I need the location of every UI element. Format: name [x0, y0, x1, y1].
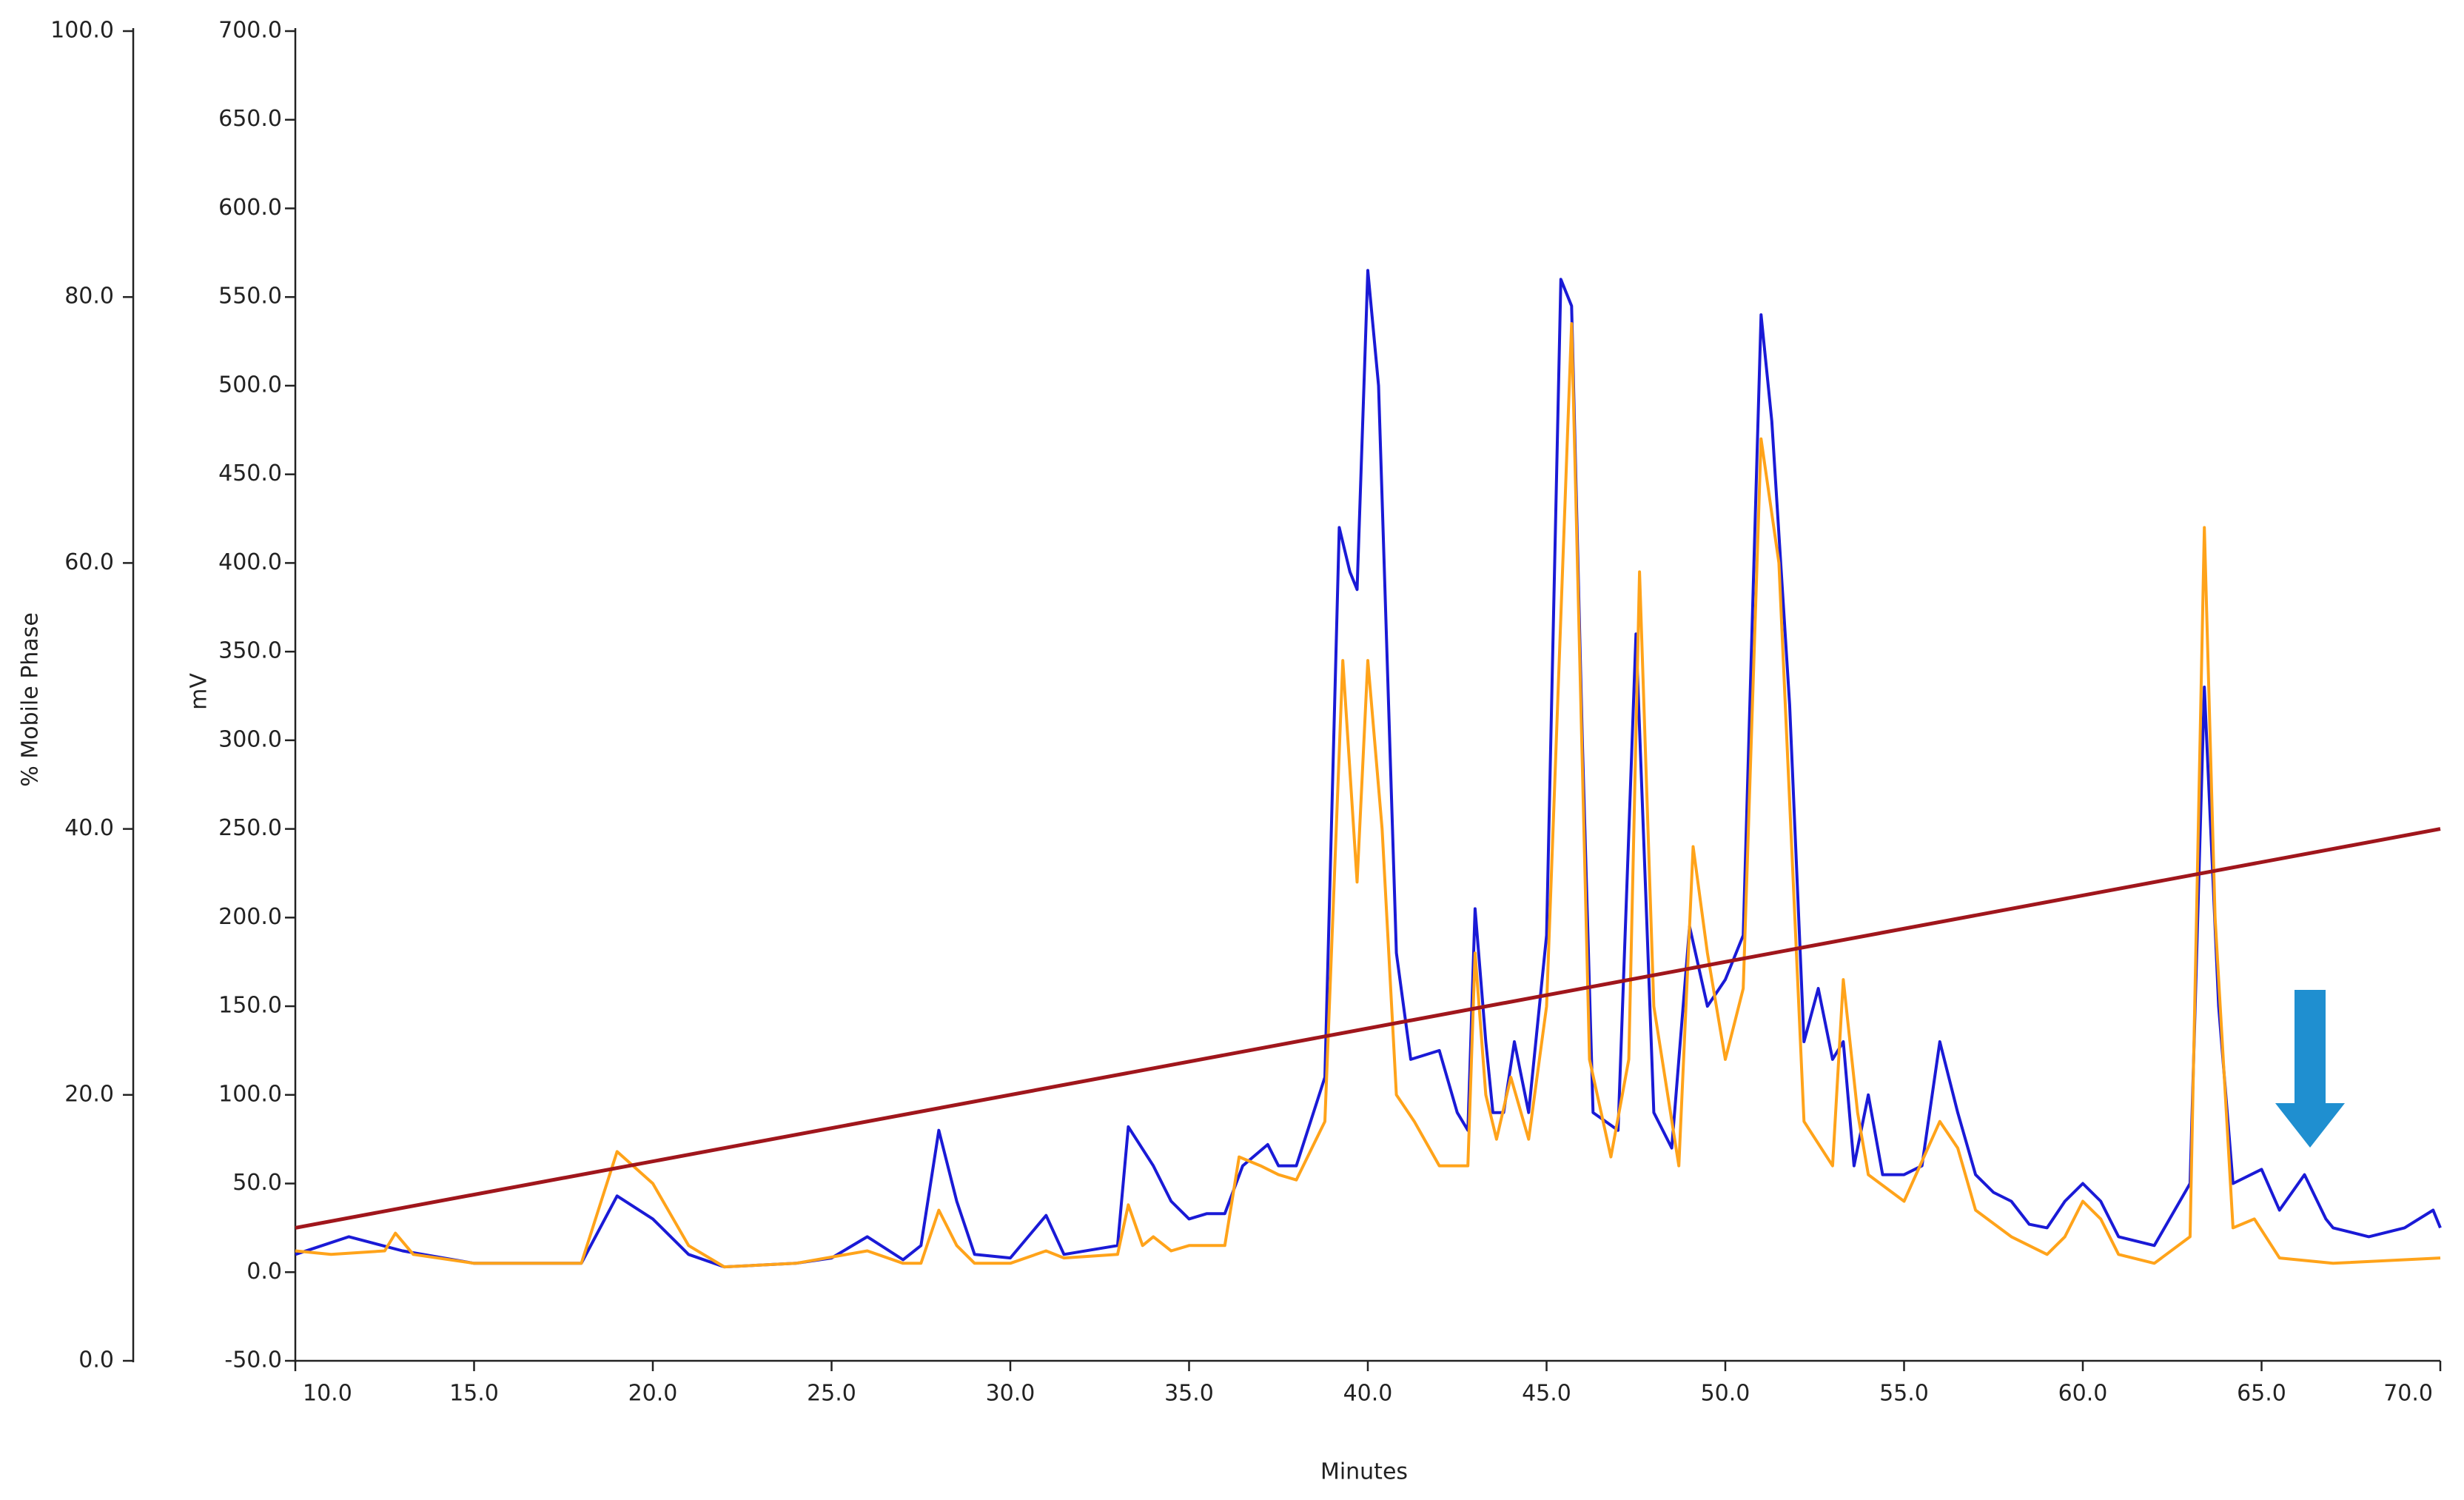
y-tick-label: 350.0 — [218, 638, 282, 664]
x-tick-label: 60.0 — [2058, 1381, 2108, 1407]
y-tick-label: 650.0 — [218, 106, 282, 132]
y-tick-label: 550.0 — [218, 284, 282, 309]
series-line — [295, 322, 2441, 1269]
x-tick-label: 10.0 — [303, 1381, 352, 1407]
y2-tick-label: 0.0 — [78, 1347, 114, 1373]
y-tick-label: 450.0 — [218, 461, 282, 486]
y2-tick-label: 80.0 — [64, 284, 114, 309]
x-tick-label: 40.0 — [1343, 1381, 1393, 1407]
series-line — [295, 827, 2441, 1230]
y-tick-label: 700.0 — [218, 18, 282, 44]
y-tick-label: 300.0 — [218, 726, 282, 752]
x-tick-label: 15.0 — [449, 1381, 499, 1407]
series-line — [295, 269, 2442, 1269]
y-tick-label: 250.0 — [218, 815, 282, 841]
y-tick-label: 500.0 — [218, 372, 282, 398]
x-tick-label: 50.0 — [1701, 1381, 1750, 1407]
y2-axis-label: % Mobile Phase — [18, 612, 44, 787]
y-tick-label: -50.0 — [224, 1347, 282, 1373]
x-tick-label: 25.0 — [807, 1381, 856, 1407]
x-tick-label: 65.0 — [2237, 1381, 2286, 1407]
x-tick-label: 35.0 — [1164, 1381, 1214, 1407]
y-tick-label: 0.0 — [246, 1259, 282, 1285]
x-tick-label: 55.0 — [1879, 1381, 1929, 1407]
y-tick-label: 150.0 — [218, 993, 282, 1019]
x-tick-label: 20.0 — [628, 1381, 678, 1407]
y-tick-label: 600.0 — [218, 195, 282, 221]
x-tick-label: 45.0 — [1522, 1381, 1571, 1407]
x-axis-label: Minutes — [1320, 1459, 1408, 1485]
x-tick-label: 70.0 — [2383, 1381, 2433, 1407]
y2-tick-label: 40.0 — [64, 815, 114, 841]
y2-tick-label: 100.0 — [50, 18, 114, 44]
y2-tick-label: 20.0 — [64, 1081, 114, 1107]
y-axis-label: mV — [187, 673, 212, 710]
x-tick-label: 30.0 — [986, 1381, 1035, 1407]
y-tick-label: 400.0 — [218, 549, 282, 575]
y-tick-label: 200.0 — [218, 904, 282, 930]
y2-tick-label: 60.0 — [64, 549, 114, 575]
y-tick-label: 100.0 — [218, 1081, 282, 1107]
y-tick-label: 50.0 — [232, 1170, 282, 1196]
arrow — [2275, 990, 2345, 1148]
